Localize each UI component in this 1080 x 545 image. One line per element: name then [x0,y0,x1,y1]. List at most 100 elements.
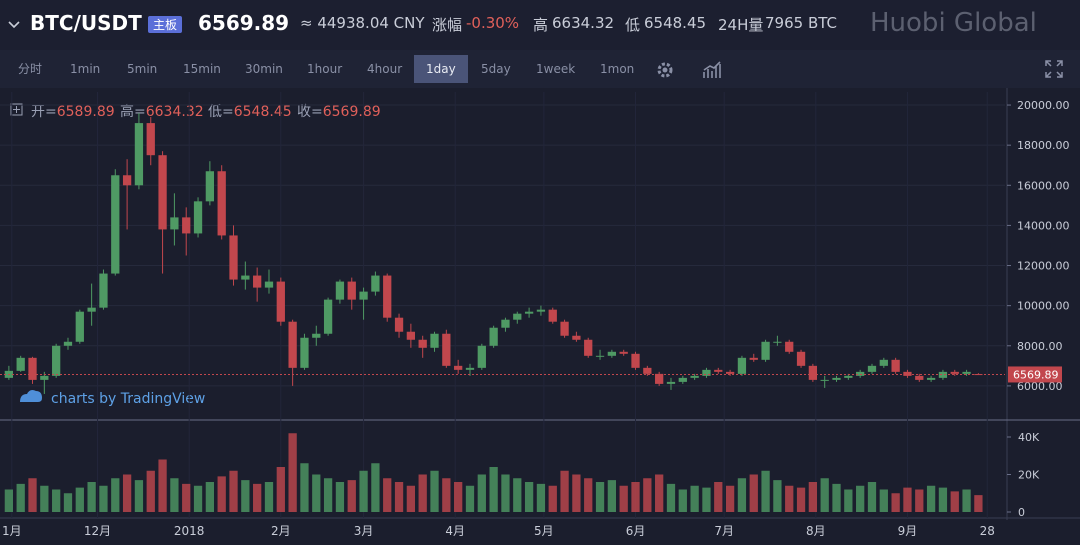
legend-toggle-icon [13,106,20,113]
x-tick-label: 4月 [445,524,465,538]
candle-body [891,359,900,372]
candle-body [595,355,605,357]
candle-body [950,371,959,374]
volume-bar [170,478,179,512]
candle-body [193,201,203,234]
candle-body [584,339,593,356]
ohlc-value: 6634.32 [146,104,204,120]
volume-bar [584,478,593,512]
volume-bar [820,478,829,512]
credit: charts by TradingView [51,391,205,407]
low: 6548.45 [644,14,707,32]
candle-body [785,341,794,352]
candle-body [454,365,463,370]
candle-body [808,365,818,380]
interval-button[interactable]: 1day [414,55,468,83]
candle-body [938,371,948,378]
brand: Huobi Global [870,8,1037,38]
candle-body [773,341,782,343]
volume: 7965 BTC [765,14,837,32]
volume-bar [193,485,203,512]
volume-bar [536,483,546,512]
low-label: 低 [625,16,641,34]
y-tick-label: 14000.00 [1017,219,1070,232]
volume-bar [915,489,924,512]
volume-bar [217,476,226,512]
candle-body [205,171,215,202]
volume-bar [619,485,628,512]
candle-body [418,339,427,348]
volume-bar [962,489,971,512]
fullscreen-icon[interactable] [1044,59,1064,79]
interval-button[interactable]: 1mon [600,62,635,76]
volume-bar [28,478,37,512]
volume-bar [926,485,936,512]
volume-tick-label: 0 [1018,506,1025,519]
candle-body [643,367,652,374]
y-tick-label: 20000.00 [1017,99,1070,112]
ohlc-item: 高=6634.32 [120,103,204,120]
volume-bar [785,485,794,512]
ohlc-item: 低=6548.45 [208,104,292,120]
interval-button[interactable]: 5day [481,62,511,76]
volume-bar [477,474,486,512]
candle-body [16,357,25,371]
volume-bar [501,474,510,512]
candle-body [52,345,61,376]
volume-bar [122,474,132,512]
x-tick-label: 28 [980,524,995,538]
volume-bar [761,470,770,512]
candle-body [867,365,877,372]
volume-bar [950,491,959,512]
volume-bar [666,483,676,512]
dropdown-icon[interactable] [8,20,20,30]
candle-body [548,309,557,322]
volume-bar [595,482,605,512]
volume-bar [513,478,522,512]
volume-bar [312,474,321,512]
volume-bar [631,482,640,512]
candle-body [288,321,297,368]
volume-bar [229,470,238,512]
candle-body [394,317,404,332]
legend-toggle[interactable] [10,103,23,116]
candle-body [430,333,439,348]
volume-bar [938,487,948,512]
interval-button[interactable]: 1min [70,62,101,76]
indicator-icon[interactable] [702,60,722,80]
candle-body [501,319,510,328]
candle-body [99,273,108,308]
volume-bar [796,487,806,512]
candle-body [229,235,238,280]
volume-bar [205,482,215,512]
candle-body [489,327,498,346]
volume-bar [300,463,309,512]
candle-body [335,281,345,300]
interval-button[interactable]: 1week [536,62,576,76]
candle-body [725,371,735,374]
symbol[interactable]: BTC/USDT [30,11,142,35]
interval-button[interactable]: 5min [127,62,158,76]
volume-bar [430,470,439,512]
volume-bar [158,459,167,512]
volume-bar [489,467,498,512]
interval-button[interactable]: 30min [245,62,283,76]
volume-bar [418,474,427,512]
candle-body [28,357,37,380]
volume-bar [111,478,120,512]
candle-body [359,291,368,300]
candle-body [856,371,865,376]
interval-button[interactable]: 15min [183,62,221,76]
volume-bar [442,478,451,512]
interval-button[interactable]: 1hour [307,62,343,76]
volume-bar [867,482,877,512]
volume-bar [63,493,73,512]
candle-body [820,379,829,381]
interval-button[interactable]: 分时 [18,62,43,76]
candle-body [631,353,640,368]
interval-button[interactable]: 4hour [367,62,403,76]
volume-bar [844,489,853,512]
candle-body [974,374,983,376]
settings-icon[interactable] [655,60,675,80]
candle-body [182,217,191,234]
